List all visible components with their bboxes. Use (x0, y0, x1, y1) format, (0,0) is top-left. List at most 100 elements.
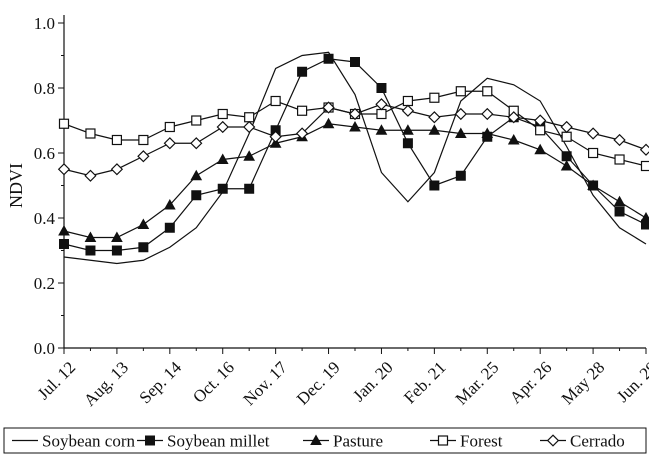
x-tick-label: Aug. 13 (80, 358, 132, 410)
data-point (216, 120, 229, 134)
x-tick-label: Dec. 19 (293, 358, 344, 409)
legend-marker (437, 435, 449, 446)
data-point (481, 127, 494, 138)
y-tick-label: 0.2 (34, 274, 55, 293)
data-point (164, 222, 175, 233)
legend-label: Pasture (333, 432, 383, 451)
data-point (587, 147, 599, 159)
series-cerrado (57, 98, 649, 182)
data-point (163, 137, 176, 150)
data-point (190, 169, 203, 181)
data-point (84, 231, 97, 242)
data-point (190, 137, 203, 150)
x-tick-label: Mar. 25 (452, 358, 503, 409)
legend-entry: Pasture (303, 432, 383, 451)
data-point (376, 83, 387, 93)
series-layer (57, 51, 649, 265)
data-point (454, 107, 467, 121)
data-point (111, 134, 123, 146)
data-point (243, 120, 256, 134)
x-tick-label: Nov. 17 (239, 357, 291, 409)
x-tick-label: Apr. 26 (506, 358, 555, 407)
data-point (269, 130, 282, 143)
series-line (63, 58, 647, 252)
data-point (428, 111, 441, 124)
data-point (322, 101, 335, 114)
legend-entry: Forest (430, 432, 503, 451)
data-point (270, 95, 281, 107)
data-point (138, 242, 149, 253)
data-point (402, 138, 413, 149)
legend-label: Cerrado (570, 432, 625, 451)
y-tick-label: 0.8 (34, 79, 55, 98)
data-point (110, 163, 124, 176)
data-point (587, 179, 599, 190)
data-point (429, 180, 440, 191)
data-point (613, 133, 626, 147)
data-point (613, 195, 626, 207)
data-point (348, 107, 362, 121)
data-point (350, 57, 360, 67)
legend-marker (310, 434, 322, 445)
data-point (137, 218, 150, 229)
legend-entry: Soybean corn (12, 432, 136, 451)
data-point (455, 170, 466, 181)
data-point (349, 120, 361, 132)
data-point (507, 133, 520, 145)
x-tick-label: Oct. 16 (189, 358, 238, 407)
data-point (85, 128, 96, 139)
x-tick-label: Jun. 29 (613, 358, 649, 406)
data-point (639, 143, 649, 156)
data-point (376, 108, 387, 120)
legend-label: Soybean corn (42, 432, 136, 451)
data-point (58, 224, 70, 236)
data-point (85, 245, 96, 256)
data-point (111, 245, 122, 256)
data-point (297, 66, 308, 77)
x-tick-label: Feb. 21 (400, 358, 449, 407)
data-point (482, 86, 493, 97)
legend-label: Soybean millet (167, 432, 270, 451)
data-point (163, 198, 176, 210)
y-tick-label: 1.0 (34, 14, 55, 33)
data-point (402, 95, 414, 107)
x-tick-label: Jul. 12 (34, 358, 79, 403)
data-point (507, 111, 520, 124)
data-point (455, 86, 466, 97)
data-point (138, 134, 149, 146)
data-point (428, 124, 441, 135)
data-point (402, 124, 414, 135)
data-point (561, 151, 572, 162)
x-tick-label: May 28 (558, 358, 609, 409)
data-point (217, 108, 228, 120)
data-point (454, 127, 467, 138)
data-point (243, 150, 256, 161)
data-point (560, 159, 573, 171)
data-point (429, 92, 440, 103)
series-line (63, 51, 647, 265)
data-point (534, 143, 547, 155)
y-tick-label: 0.0 (34, 339, 55, 358)
data-point (296, 105, 308, 116)
legend-marker (546, 434, 560, 447)
data-point (323, 53, 334, 64)
legend-marker (145, 435, 155, 446)
data-point (586, 127, 600, 140)
legend-entry: Soybean millet (137, 432, 270, 451)
data-point (535, 125, 546, 136)
data-point (191, 190, 202, 201)
data-point (481, 107, 494, 121)
data-point (640, 211, 649, 223)
data-point (217, 183, 228, 194)
data-point (244, 112, 255, 123)
data-point (640, 160, 649, 172)
data-point (560, 120, 573, 134)
series-line (63, 123, 647, 239)
y-tick-label: 0.4 (34, 209, 56, 228)
data-point (614, 206, 625, 217)
x-tick-label: Sep. 14 (136, 357, 186, 407)
series-soybean-corn (63, 51, 647, 265)
data-point (59, 239, 69, 249)
data-point (375, 124, 388, 135)
legend-label: Forest (460, 432, 503, 451)
